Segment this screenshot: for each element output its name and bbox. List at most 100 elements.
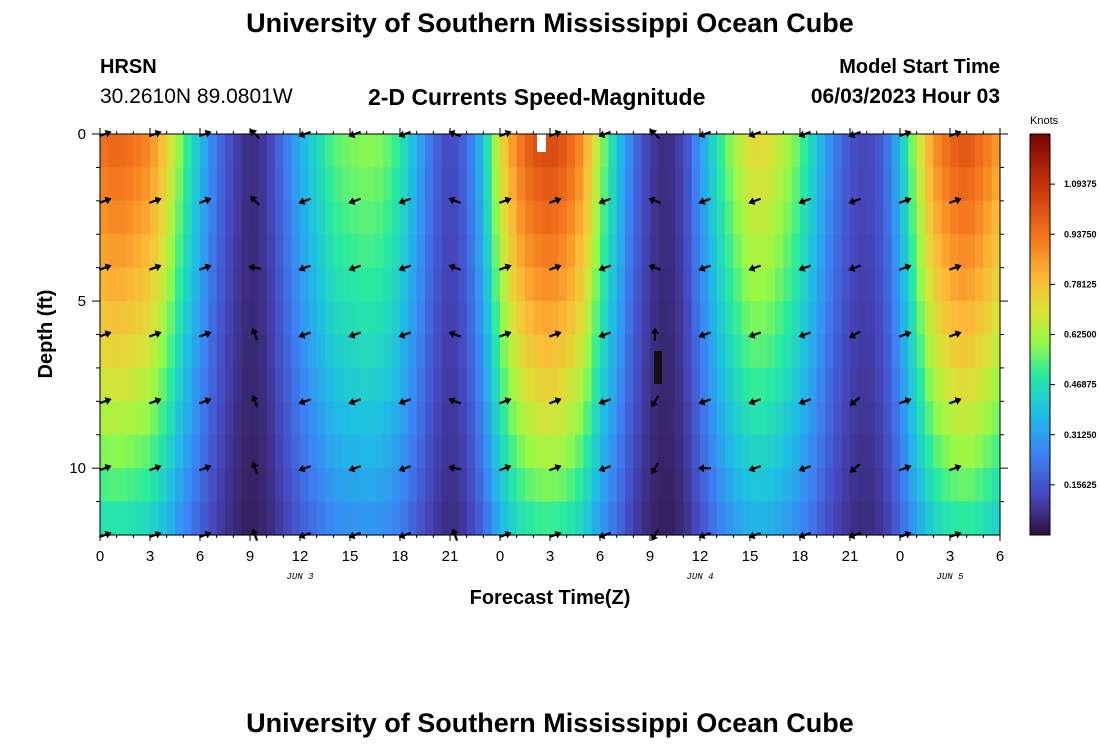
heat-cell (366, 367, 376, 402)
heat-cell (141, 401, 151, 436)
heat-cell (183, 401, 193, 436)
heat-cell (741, 401, 751, 436)
heat-cell (375, 234, 384, 269)
heat-cell (116, 167, 126, 202)
heat-cell (666, 301, 676, 336)
heat-cell (275, 334, 284, 369)
heat-cell (633, 234, 643, 269)
heat-cell (450, 167, 459, 202)
heat-cell (458, 267, 468, 302)
colorbar-tick-label: 0.78125 (1064, 279, 1097, 289)
heat-cell (775, 468, 784, 503)
heat-cell (391, 334, 401, 369)
current-vector-arrow (648, 196, 662, 205)
heat-cell (550, 401, 559, 436)
heat-cell (733, 301, 743, 336)
heat-cell (241, 167, 251, 202)
heat-cell (483, 401, 493, 436)
heat-cell (541, 200, 551, 235)
heat-cell (600, 267, 609, 302)
heat-cell (400, 434, 409, 469)
heat-cell (316, 234, 326, 269)
heat-cell (350, 200, 359, 235)
heat-cell (683, 434, 693, 469)
heat-cell (700, 501, 709, 536)
heat-cell (191, 334, 201, 369)
heat-cell (258, 401, 268, 436)
heat-cell (766, 334, 776, 369)
heat-cell (100, 334, 109, 369)
heat-cell (316, 367, 326, 402)
heat-cell (408, 501, 418, 536)
heat-cell (358, 501, 368, 536)
heat-cell (250, 267, 259, 302)
heat-cell (591, 367, 601, 402)
heat-cell (300, 434, 309, 469)
heat-cell (191, 301, 201, 336)
current-vector-arrow (651, 395, 659, 408)
current-vector-arrow (948, 196, 962, 205)
x-tick-label: 21 (842, 548, 859, 565)
heat-cell (608, 267, 618, 302)
heat-cell (600, 200, 609, 235)
heat-cell (416, 267, 426, 302)
current-vector-arrow (248, 263, 262, 272)
heat-cell (558, 267, 568, 302)
heat-cell (200, 401, 209, 436)
heat-cell (933, 200, 943, 235)
heat-cell (558, 501, 568, 536)
heat-cell (141, 167, 151, 202)
heat-cell (216, 167, 226, 202)
heat-cell (341, 234, 351, 269)
heat-cell (650, 167, 659, 202)
current-vector-arrow (398, 197, 412, 205)
current-vector-arrow (748, 464, 762, 473)
heat-cell (616, 234, 626, 269)
heat-cell (716, 501, 726, 536)
heat-cell (791, 267, 801, 302)
current-vector-arrow (548, 397, 562, 405)
heat-cell (850, 134, 859, 169)
heat-cell (466, 167, 476, 202)
heat-cell (800, 234, 809, 269)
heat-cell (925, 401, 934, 436)
current-vector-arrow (250, 461, 259, 475)
current-vector-arrow (498, 196, 512, 205)
heat-cell (825, 167, 834, 202)
heat-cell (641, 434, 651, 469)
heat-cell (308, 301, 318, 336)
heat-cell (700, 334, 709, 369)
heat-cell (441, 501, 451, 536)
heat-cell (183, 301, 193, 336)
heat-cell (691, 434, 701, 469)
heat-cell (400, 167, 409, 202)
heat-cell (150, 167, 159, 202)
heat-cell (483, 134, 493, 169)
heat-cell (375, 200, 384, 235)
heat-cell (158, 401, 168, 436)
heat-cell (466, 134, 476, 169)
current-vector-arrow (148, 397, 162, 405)
heat-cell (591, 501, 601, 536)
heat-cell (566, 401, 576, 436)
heat-cell (800, 267, 809, 302)
heat-cell (958, 301, 968, 336)
heat-cell (900, 334, 909, 369)
heat-cell (316, 501, 326, 536)
heat-cell (800, 301, 809, 336)
heat-cell (491, 200, 501, 235)
heat-cell (158, 134, 168, 169)
heat-cell (400, 367, 409, 402)
heat-cell (400, 468, 409, 503)
heat-cell (941, 367, 951, 402)
heat-cell (283, 267, 293, 302)
heat-cell (541, 301, 551, 336)
heat-cell (966, 367, 976, 402)
dark-anomaly-cell (654, 351, 662, 384)
heat-cell (291, 200, 301, 235)
heat-cell (116, 234, 126, 269)
heat-cell (175, 234, 184, 269)
heat-cell (683, 301, 693, 336)
heat-cell (450, 468, 459, 503)
heat-cell (483, 267, 493, 302)
